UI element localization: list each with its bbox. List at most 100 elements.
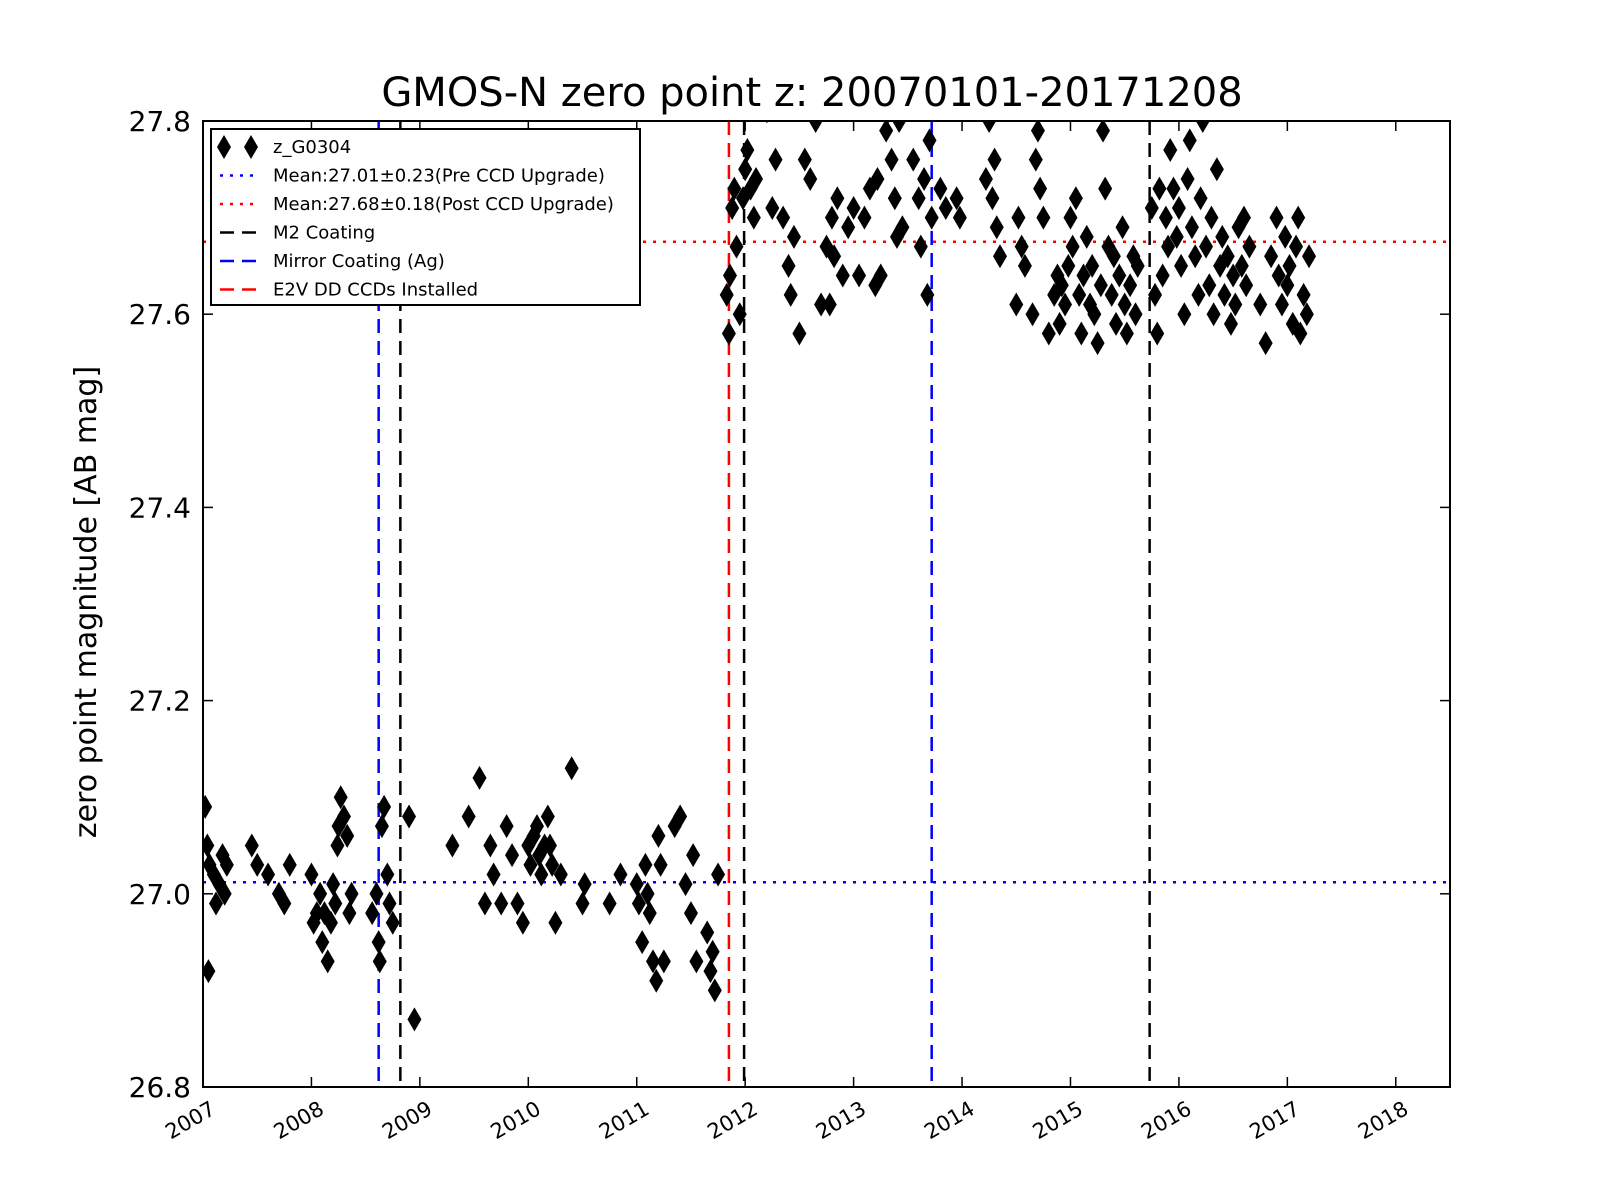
data-point-0-208 bbox=[1169, 224, 1184, 249]
data-point-0-127 bbox=[852, 263, 867, 288]
data-point-0-142 bbox=[913, 234, 928, 259]
data-point-0-246 bbox=[1289, 234, 1304, 259]
data-point-0-86 bbox=[683, 901, 698, 926]
data-point-0-45 bbox=[461, 804, 476, 829]
data-point-0-89 bbox=[700, 920, 715, 945]
data-point-0-38 bbox=[377, 794, 392, 819]
data-point-0-88 bbox=[689, 949, 704, 974]
data-point-0-232 bbox=[1234, 253, 1249, 278]
data-point-0-74 bbox=[635, 930, 650, 955]
data-point-0-117 bbox=[808, 121, 823, 133]
data-point-0-216 bbox=[1191, 282, 1206, 307]
data-point-0-82 bbox=[656, 949, 671, 974]
x-tick-label-2: 2009 bbox=[378, 1097, 436, 1145]
data-point-0-9 bbox=[219, 852, 234, 877]
plot-area bbox=[203, 121, 1450, 1087]
data-point-0-240 bbox=[1271, 263, 1286, 288]
data-point-0-5 bbox=[209, 891, 224, 916]
data-point-0-227 bbox=[1220, 244, 1235, 269]
data-point-0-183 bbox=[1090, 331, 1105, 356]
data-point-0-166 bbox=[1041, 321, 1056, 346]
data-point-0-50 bbox=[494, 891, 509, 916]
data-point-0-44 bbox=[445, 833, 460, 858]
data-point-0-47 bbox=[477, 891, 492, 916]
data-point-0-244 bbox=[1282, 253, 1297, 278]
data-point-0-214 bbox=[1184, 215, 1199, 240]
data-point-0-31 bbox=[342, 901, 357, 926]
data-point-0-179 bbox=[1079, 224, 1094, 249]
data-point-0-92 bbox=[707, 978, 722, 1003]
data-point-0-84 bbox=[673, 804, 688, 829]
data-point-0-77 bbox=[642, 901, 657, 926]
data-point-0-248 bbox=[1293, 321, 1308, 346]
data-point-0-114 bbox=[792, 321, 807, 346]
data-point-0-79 bbox=[649, 968, 664, 993]
y-tick-label-5: 27.8 bbox=[129, 105, 191, 138]
data-point-0-98 bbox=[727, 176, 742, 201]
data-point-0-156 bbox=[992, 244, 1007, 269]
x-tick-label-5: 2012 bbox=[703, 1097, 761, 1145]
data-point-0-189 bbox=[1106, 244, 1121, 269]
data-point-0-223 bbox=[1209, 157, 1224, 182]
data-point-0-174 bbox=[1065, 234, 1080, 259]
data-point-0-140 bbox=[906, 147, 921, 172]
data-point-0-43 bbox=[407, 1007, 422, 1032]
data-point-0-150 bbox=[952, 205, 967, 230]
data-point-0-123 bbox=[830, 186, 845, 211]
data-point-0-204 bbox=[1158, 205, 1173, 230]
data-point-0-51 bbox=[499, 814, 514, 839]
data-point-0-124 bbox=[835, 263, 850, 288]
data-point-0-95 bbox=[721, 321, 736, 346]
data-point-0-175 bbox=[1068, 186, 1083, 211]
data-point-0-97 bbox=[725, 195, 740, 220]
data-point-0-29 bbox=[336, 804, 351, 829]
x-tick-label-6: 2013 bbox=[812, 1097, 870, 1145]
data-point-0-158 bbox=[1011, 205, 1026, 230]
data-point-0-188 bbox=[1104, 282, 1119, 307]
data-point-0-68 bbox=[575, 891, 590, 916]
data-point-0-85 bbox=[678, 872, 693, 897]
data-point-0-172 bbox=[1061, 253, 1076, 278]
data-point-0-49 bbox=[486, 862, 501, 887]
data-point-0-53 bbox=[510, 891, 525, 916]
data-point-0-200 bbox=[1148, 282, 1163, 307]
data-point-0-10 bbox=[244, 833, 259, 858]
data-point-0-151 bbox=[978, 166, 993, 191]
data-point-0-110 bbox=[776, 205, 791, 230]
data-point-0-209 bbox=[1171, 195, 1186, 220]
data-point-0-128 bbox=[857, 205, 872, 230]
data-point-0-192 bbox=[1115, 215, 1130, 240]
data-point-0-207 bbox=[1166, 176, 1181, 201]
data-point-0-184 bbox=[1093, 273, 1108, 298]
data-point-0-23 bbox=[323, 910, 338, 935]
data-point-0-39 bbox=[380, 862, 395, 887]
legend-marker-0 bbox=[217, 135, 231, 159]
data-point-0-177 bbox=[1074, 321, 1089, 346]
data-point-0-194 bbox=[1119, 321, 1134, 346]
data-point-0-108 bbox=[765, 195, 780, 220]
data-point-0-226 bbox=[1217, 282, 1232, 307]
y-tick-label-3: 27.4 bbox=[129, 491, 191, 524]
data-point-0-169 bbox=[1052, 311, 1067, 336]
data-point-0-133 bbox=[879, 121, 894, 143]
data-point-0-239 bbox=[1269, 205, 1284, 230]
data-point-0-113 bbox=[786, 224, 801, 249]
data-point-0-106 bbox=[749, 166, 764, 191]
x-tick-label-9: 2016 bbox=[1137, 1097, 1195, 1145]
data-point-0-203 bbox=[1155, 263, 1170, 288]
data-point-0-125 bbox=[841, 215, 856, 240]
data-point-0-87 bbox=[686, 843, 701, 868]
data-point-0-118 bbox=[814, 292, 829, 317]
data-point-0-11 bbox=[250, 852, 265, 877]
data-point-0-120 bbox=[822, 292, 837, 317]
data-point-0-56 bbox=[523, 852, 538, 877]
data-point-0-111 bbox=[781, 253, 796, 278]
data-point-0-198 bbox=[1130, 253, 1145, 278]
data-point-0-171 bbox=[1058, 292, 1073, 317]
data-point-0-176 bbox=[1072, 282, 1087, 307]
data-point-0-72 bbox=[629, 872, 644, 897]
data-point-0-211 bbox=[1177, 302, 1192, 327]
data-point-0-71 bbox=[613, 862, 628, 887]
x-tick-label-10: 2017 bbox=[1246, 1097, 1304, 1145]
data-point-0-34 bbox=[369, 881, 384, 906]
